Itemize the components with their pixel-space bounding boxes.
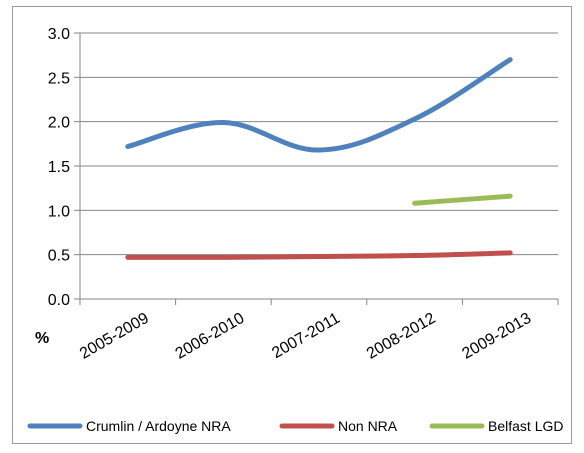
series-lines <box>125 57 513 260</box>
series-line-2 <box>412 193 513 206</box>
x-tick-label: 2008-2012 <box>364 310 439 363</box>
y-tick-label: 2.5 <box>48 70 70 87</box>
axes <box>79 33 558 300</box>
x-tick-label: 2009-2013 <box>459 310 534 363</box>
x-tick-label: 2005-2009 <box>77 310 152 363</box>
legend-label: Crumlin / Ardoyne NRA <box>86 418 231 434</box>
legend: Crumlin / Ardoyne NRA Non NRA Belfast LGD <box>27 418 563 434</box>
y-tick-label: 1.0 <box>48 203 70 220</box>
y-tick-label: 0.5 <box>48 248 70 265</box>
y-tick-label: 1.5 <box>48 159 70 176</box>
series-line-1 <box>125 250 513 260</box>
y-tick-labels: 0.0 0.5 1.0 1.5 2.0 2.5 3.0 <box>48 26 70 309</box>
series-line-0 <box>125 57 513 153</box>
y-tick-label: 0.0 <box>48 292 70 309</box>
x-tick-labels: 2005-2009 2006-2010 2007-2011 2008-2012 2009… <box>77 310 534 363</box>
legend-label: Belfast LGD <box>488 418 563 434</box>
y-tick-label: 3.0 <box>48 26 70 43</box>
x-tick-label: 2006-2010 <box>173 310 248 363</box>
legend-label: Non NRA <box>338 418 398 434</box>
y-axis-unit-label: % <box>35 330 49 347</box>
y-tick-label: 2.0 <box>48 115 70 132</box>
x-tick-label: 2007-2011 <box>269 310 343 362</box>
